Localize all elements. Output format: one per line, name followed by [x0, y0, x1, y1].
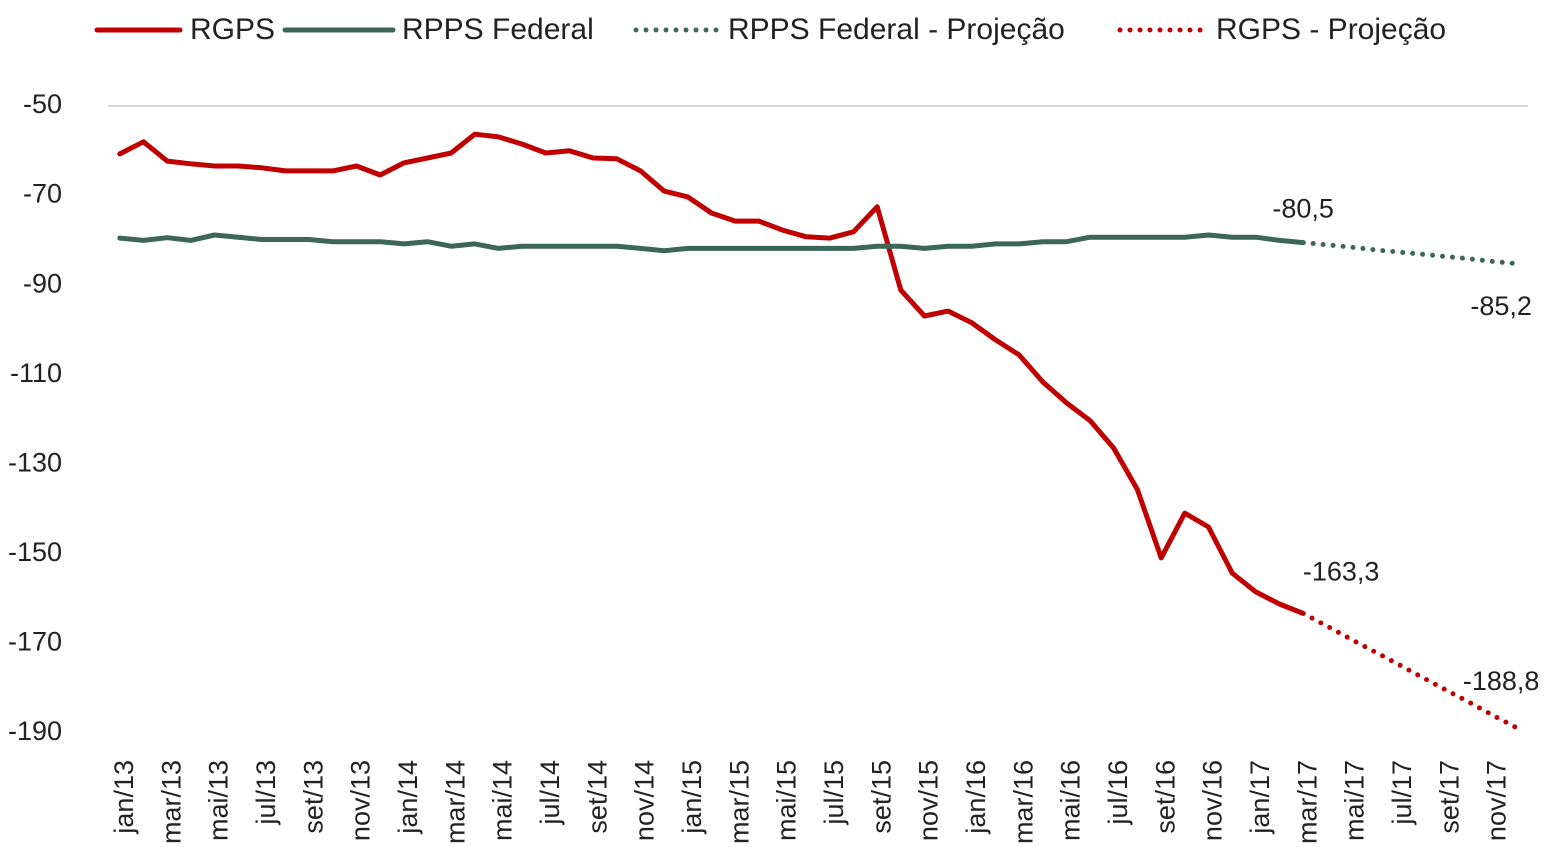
data-label: -80,5 [1272, 194, 1334, 224]
y-tick-label: -50 [23, 89, 62, 119]
x-tick-label: jan/15 [677, 760, 707, 835]
x-tick-label: jan/14 [393, 760, 423, 835]
y-tick-label: -150 [8, 537, 62, 567]
x-tick-label: mar/15 [724, 760, 754, 844]
x-tick-label: set/16 [1150, 760, 1180, 834]
legend-label: RGPS [190, 13, 275, 46]
y-tick-label: -190 [8, 716, 62, 746]
x-tick-label: mai/17 [1340, 760, 1370, 841]
series-line [117, 131, 1306, 616]
x-tick-label: jul/15 [819, 760, 849, 826]
x-tick-label: mai/15 [772, 760, 802, 841]
x-tick-label: mar/13 [156, 760, 186, 844]
series-line [1300, 240, 1519, 267]
data-label: -85,2 [1470, 291, 1532, 321]
y-tick-label: -110 [10, 358, 62, 388]
x-tick-label: nov/15 [914, 760, 944, 841]
x-tick-label: mar/17 [1292, 760, 1322, 844]
x-tick-label: nov/13 [346, 760, 376, 841]
legend-label: RGPS - Projeção [1216, 13, 1446, 46]
x-tick-label: set/13 [298, 760, 328, 834]
x-tick-label: jan/17 [1245, 760, 1275, 835]
y-tick-label: -70 [23, 179, 62, 209]
x-tick-label: jan/13 [109, 760, 139, 835]
legend: RGPS RPPS Federal RPPS Federal - Projeção R… [94, 13, 1446, 46]
x-tick-label: mai/16 [1056, 760, 1086, 841]
x-tick-label: nov/17 [1482, 760, 1512, 841]
x-tick-label: jul/16 [1103, 760, 1133, 826]
y-tick-label: -90 [23, 268, 62, 298]
series-line [117, 232, 1306, 254]
x-tick-label: jul/13 [251, 760, 281, 826]
x-tick-label: mar/16 [1008, 760, 1038, 844]
x-tick-label: set/14 [582, 760, 612, 834]
data-label: -163,3 [1303, 557, 1380, 587]
legend-label: RPPS Federal [402, 13, 594, 46]
x-tick-label: jul/17 [1387, 760, 1417, 826]
x-tick-label: jul/14 [535, 760, 565, 826]
x-tick-label: mai/14 [488, 760, 518, 841]
x-tick-label: mar/14 [440, 760, 470, 844]
data-label: -188,8 [1463, 666, 1540, 696]
legend-label: RPPS Federal - Projeção [728, 13, 1065, 46]
x-tick-label: set/15 [866, 760, 896, 834]
x-tick-label: mai/13 [204, 760, 234, 841]
series-line [1300, 610, 1519, 731]
x-tick-label: set/17 [1434, 760, 1464, 834]
x-tick-label: jan/16 [961, 760, 991, 835]
x-tick-label: nov/14 [630, 760, 660, 841]
y-tick-label: -170 [8, 627, 62, 657]
y-tick-label: -130 [8, 447, 62, 477]
x-tick-label: nov/16 [1198, 760, 1228, 841]
